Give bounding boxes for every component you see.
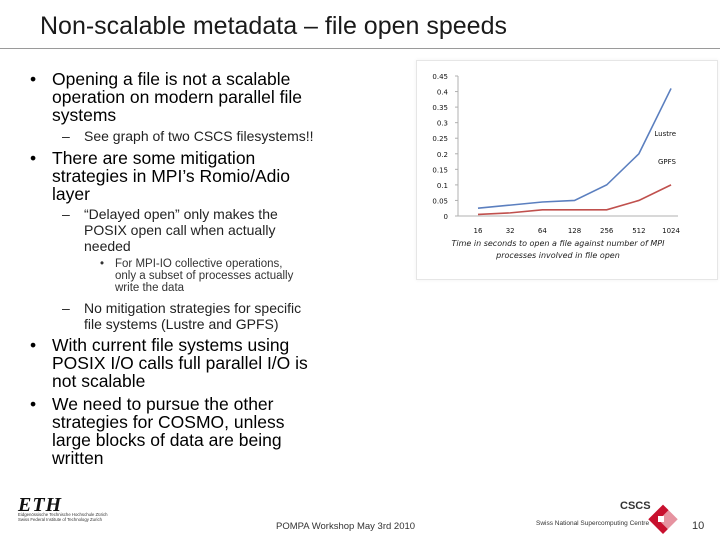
- y-tick-label: 0.15: [432, 166, 448, 174]
- y-tick-label: 0.45: [432, 73, 448, 81]
- y-tick-label: 0: [444, 213, 448, 221]
- bullet-marker: •: [30, 69, 37, 89]
- sub-bullet-text: “Delayed open” only makes the POSIX open…: [84, 206, 278, 254]
- y-tick-label: 0.2: [437, 151, 448, 159]
- bullet-text: With current file systems using POSIX I/…: [52, 335, 308, 391]
- x-tick-label: 32: [506, 227, 515, 235]
- sub-sub-bullet-marker: •: [100, 258, 105, 270]
- bullet-marker: •: [30, 148, 37, 168]
- y-tick-label: 0.35: [432, 104, 448, 112]
- y-tick-label: 0.4: [437, 89, 449, 97]
- x-tick-label: 64: [538, 227, 547, 235]
- sub-bullet-text: See graph of two CSCS filesystems!!: [84, 128, 314, 144]
- cscs-mark-icon: [648, 504, 682, 534]
- x-tick-label: 128: [568, 227, 581, 235]
- eth-logo: ETH Eidgenössische Technische Hochschule…: [18, 494, 136, 528]
- line-chart: 0 0.05 0.1 0.15 0.2 0.25 0.3 0.35 0.4 0.45 16 32 64 1…: [432, 73, 680, 235]
- y-tick-label: 0.25: [432, 135, 448, 143]
- legend-label-lustre: Lustre: [654, 130, 676, 138]
- x-tick-label: 1024: [662, 227, 680, 235]
- series-line-gpfs: [477, 184, 672, 216]
- y-tick-label: 0.1: [437, 182, 448, 190]
- bullet-text: There are some mitigation strategies in …: [52, 148, 290, 204]
- x-tick-label: 16: [474, 227, 483, 235]
- bullet-text: We need to pursue the other strategies f…: [52, 394, 285, 468]
- bullet-marker: •: [30, 335, 37, 355]
- footer-event-text: POMPA Workshop May 3rd 2010: [276, 521, 416, 532]
- sub-bullet-marker: –: [62, 128, 70, 144]
- series-line-lustre: [477, 88, 672, 210]
- x-tick-label: 512: [632, 227, 645, 235]
- sub-bullet-text: No mitigation strategies for specific fi…: [84, 300, 302, 332]
- page-number: 10: [692, 520, 705, 532]
- eth-logo-subtitle: Eidgenössische Technische Hochschule Zür…: [18, 512, 108, 522]
- x-tick-label: 256: [600, 227, 614, 235]
- y-tick-label: 0.3: [437, 120, 448, 128]
- slide-title: Non-scalable metadata – file open speeds: [40, 12, 507, 40]
- sub-bullet-marker: –: [62, 206, 70, 222]
- sub-sub-bullet-text: For MPI-IO collective operations, only a…: [115, 258, 294, 294]
- bullet-text: Opening a file is not a scalable operati…: [52, 69, 303, 125]
- legend-label-gpfs: GPFS: [658, 158, 677, 166]
- title-divider: [0, 48, 720, 49]
- eth-logo-wordmark: ETH: [18, 494, 63, 516]
- bullet-marker: •: [30, 394, 37, 414]
- y-tick-label: 0.05: [432, 197, 448, 205]
- cscs-logo-wordmark: CSCS: [620, 500, 651, 512]
- sub-bullet-marker: –: [62, 300, 70, 316]
- cscs-logo-subtitle: Swiss National Supercomputing Centre: [536, 520, 650, 527]
- cscs-logo: CSCS Swiss National Supercomputing Centr…: [536, 500, 692, 534]
- chart-caption: Time in seconds to open a file against n…: [451, 239, 665, 260]
